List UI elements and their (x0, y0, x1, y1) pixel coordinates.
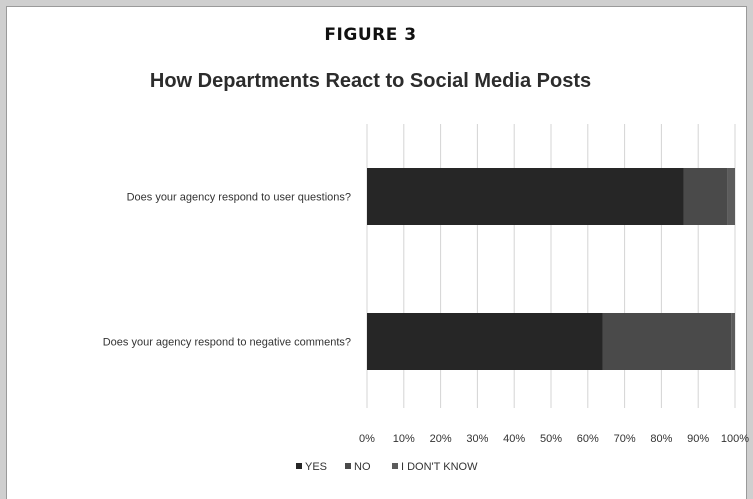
legend-swatch (392, 463, 398, 469)
category-label: Does your agency respond to user questio… (127, 192, 351, 204)
x-tick-label: 50% (540, 433, 562, 445)
bar-no-2 (602, 313, 732, 370)
legend-label: NO (354, 461, 371, 473)
x-tick-label: 90% (687, 433, 709, 445)
x-tick-label: 100% (721, 433, 749, 445)
figure-frame (6, 6, 747, 499)
legend-label: YES (305, 461, 327, 473)
chart-title: How Departments React to Social Media Po… (149, 70, 592, 92)
bar-no-1 (683, 168, 728, 225)
x-tick-label: 0% (359, 433, 375, 445)
x-tick-label: 40% (503, 433, 525, 445)
x-tick-label: 70% (614, 433, 636, 445)
x-tick-label: 80% (650, 433, 672, 445)
bar-i-don-t-know-2 (731, 313, 735, 370)
bar-yes-2 (367, 313, 603, 370)
bar-yes-1 (367, 168, 684, 225)
x-tick-label: 30% (466, 433, 488, 445)
x-tick-label: 60% (577, 433, 599, 445)
legend-label: I DON'T KNOW (401, 461, 478, 473)
bar-i-don-t-know-1 (727, 168, 735, 225)
legend-swatch (345, 463, 351, 469)
legend-swatch (296, 463, 302, 469)
x-tick-label: 10% (393, 433, 415, 445)
x-tick-label: 20% (430, 433, 452, 445)
category-label: Does your agency respond to negative com… (103, 337, 351, 349)
figure-label: FIGURE 3 (324, 25, 417, 45)
